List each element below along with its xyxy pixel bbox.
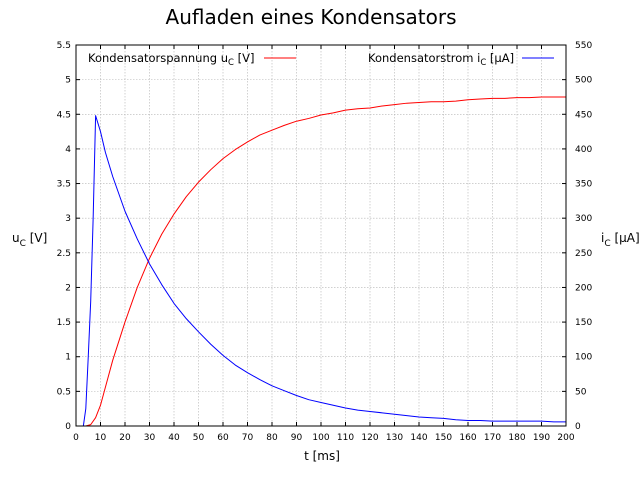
y2-tick-label: 150 — [575, 318, 592, 328]
y-tick-label: 4.5 — [57, 110, 71, 120]
y2-axis-label-base: i — [601, 231, 604, 245]
x-tick-label: 40 — [168, 433, 180, 443]
y2-tick-label: 100 — [575, 353, 592, 363]
legend-current-base: Kondensatorstrom i — [368, 51, 480, 65]
x-tick-label: 20 — [119, 433, 131, 443]
x-tick-label: 190 — [533, 433, 550, 443]
series-line-voltage — [76, 96, 566, 427]
chart-title: Aufladen eines Kondensators — [166, 5, 457, 29]
y-axis-label: uC [V] — [12, 231, 47, 249]
x-tick-label: 200 — [557, 433, 574, 443]
ticks — [75, 44, 567, 427]
x-tick-label: 130 — [386, 433, 403, 443]
legend-voltage-unit: [V] — [234, 51, 255, 65]
x-tick-label: 180 — [508, 433, 525, 443]
y-axis-label-base: u — [12, 231, 20, 245]
x-tick-label: 10 — [95, 433, 107, 443]
legend-current-unit: [µA] — [486, 51, 514, 65]
legend-voltage-base: Kondensatorspannung u — [88, 51, 228, 65]
x-tick-label: 30 — [144, 433, 156, 443]
x-tick-label: 90 — [291, 433, 303, 443]
x-tick-label: 160 — [459, 433, 476, 443]
y2-tick-label: 200 — [575, 283, 592, 293]
y2-tick-label: 300 — [575, 214, 592, 224]
y2-axis-label: iC [µA] — [601, 231, 640, 249]
x-tick-label: 170 — [484, 433, 501, 443]
y2-axis-label-sub: C — [604, 239, 610, 249]
y-axis-label-sub: C — [20, 239, 26, 249]
x-axis-label: t [ms] — [304, 449, 340, 463]
y2-tick-label: 50 — [575, 387, 587, 397]
x-tick-label: 0 — [73, 433, 79, 443]
x-tick-label: 110 — [337, 433, 354, 443]
y2-tick-label: 400 — [575, 145, 592, 155]
y-tick-label: 2.5 — [57, 249, 71, 259]
y-tick-label: 0 — [65, 422, 71, 432]
y-tick-label: 0.5 — [57, 387, 71, 397]
grid — [76, 45, 566, 426]
y-tick-label: 5.5 — [57, 41, 71, 51]
legend: Kondensatorspannung uC [V] Kondensatorst… — [88, 51, 554, 68]
y-tick-label: 4 — [65, 145, 71, 155]
y2-tick-label: 350 — [575, 180, 592, 190]
y-tick-label: 3 — [65, 214, 71, 224]
y-tick-label: 1 — [65, 353, 71, 363]
y2-tick-label: 500 — [575, 76, 592, 86]
y-axis-label-unit: [V] — [26, 231, 47, 245]
tick-labels: 0 10 20 30 40 50 60 70 80 90 100 110 120 130 140 150 160… — [57, 41, 593, 443]
x-tick-label: 80 — [266, 433, 278, 443]
legend-current-sub: C — [480, 58, 486, 68]
x-tick-label: 100 — [312, 433, 329, 443]
series-layer — [76, 96, 566, 427]
legend-label-current: Kondensatorstrom iC [µA] — [368, 51, 514, 68]
y2-tick-label: 550 — [575, 41, 592, 51]
y-tick-label: 1.5 — [57, 318, 71, 328]
legend-voltage-sub: C — [228, 58, 234, 68]
x-tick-label: 60 — [217, 433, 229, 443]
y2-axis-label-unit: [µA] — [611, 231, 640, 245]
y2-tick-label: 0 — [575, 422, 581, 432]
y-tick-label: 3.5 — [57, 180, 71, 190]
series-line-current — [76, 115, 566, 427]
x-tick-label: 50 — [193, 433, 205, 443]
x-tick-label: 150 — [435, 433, 452, 443]
x-tick-label: 70 — [242, 433, 254, 443]
y2-tick-label: 450 — [575, 110, 592, 120]
x-tick-label: 120 — [361, 433, 378, 443]
y2-tick-label: 250 — [575, 249, 592, 259]
y-tick-label: 2 — [65, 283, 71, 293]
x-tick-label: 140 — [410, 433, 427, 443]
legend-label-voltage: Kondensatorspannung uC [V] — [88, 51, 254, 68]
y-tick-label: 5 — [65, 76, 71, 86]
